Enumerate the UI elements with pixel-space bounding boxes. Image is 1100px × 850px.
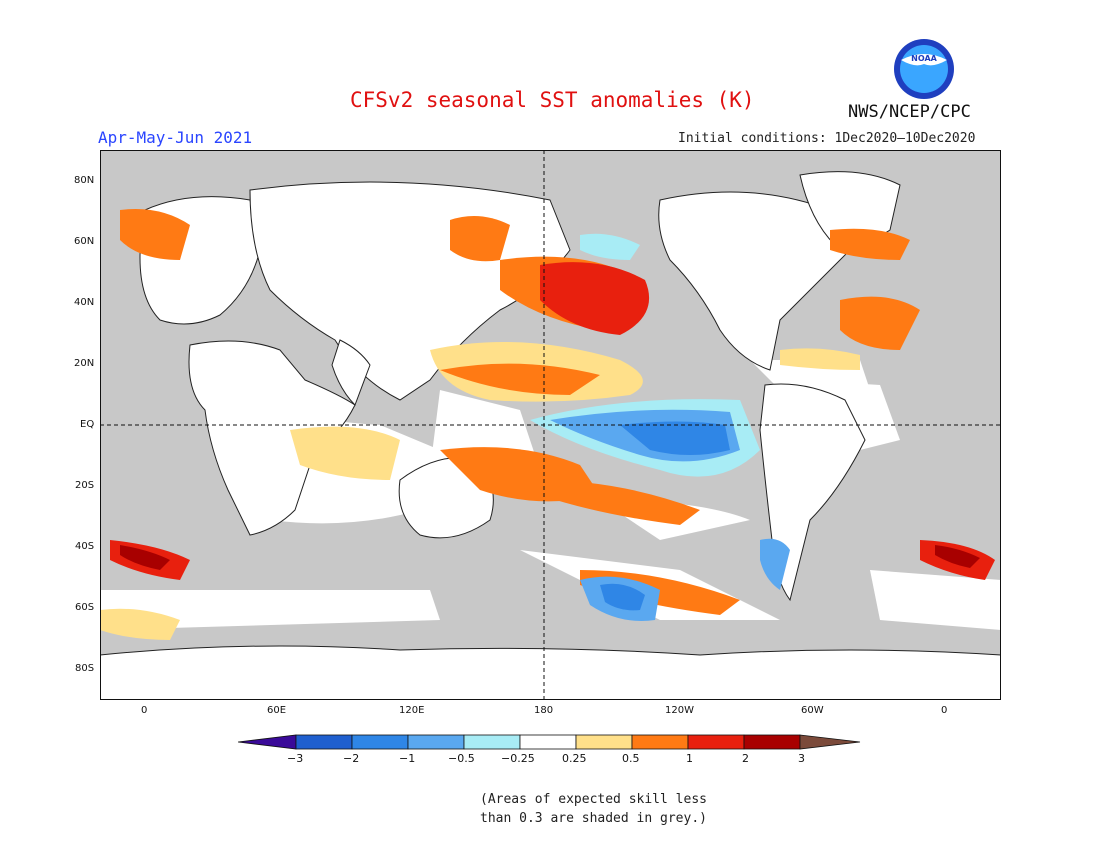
- colorbar-tick: −0.25: [501, 752, 535, 765]
- continent-north-america: [658, 191, 861, 371]
- colorbar-box-5: [519, 734, 577, 750]
- season-label: Apr-May-Jun 2021: [98, 128, 253, 147]
- colorbar-arrow-low: [238, 734, 297, 750]
- colorbar-tick: 1: [686, 752, 693, 765]
- colorbar-tick: 0.5: [622, 752, 640, 765]
- antarctica: [100, 645, 1001, 700]
- warm-anomaly-regions: [100, 209, 995, 640]
- colorbar-tick: −0.5: [448, 752, 475, 765]
- colorbar: [238, 734, 861, 750]
- colorbar-arrow-high: [799, 734, 861, 750]
- lon-label-60w: 60W: [801, 705, 824, 716]
- lon-label-0-east: 0: [941, 705, 948, 716]
- logo-bird: [901, 54, 947, 66]
- skill-note-line-1: (Areas of expected skill less: [480, 792, 707, 807]
- lon-label-0-west: 0: [141, 705, 148, 716]
- map-title: CFSv2 seasonal SST anomalies (K): [350, 88, 755, 112]
- lat-label-80n: 80N: [74, 175, 95, 186]
- colorbar-tick: 0.25: [562, 752, 587, 765]
- cool-anomaly-regions: [530, 233, 790, 621]
- lon-label-120e: 120E: [399, 705, 425, 716]
- continent-africa: [188, 340, 356, 536]
- skill-note-line-2: than 0.3 are shaded in grey.): [480, 811, 707, 826]
- lat-label-20s: 20S: [75, 480, 95, 491]
- colorbar-box-6: [575, 734, 633, 750]
- colorbar-box-2: [351, 734, 409, 750]
- colorbar-box-4: [463, 734, 521, 750]
- colorbar-tick: 2: [742, 752, 749, 765]
- colorbar-tick: −2: [343, 752, 360, 765]
- agency-label: NWS/NCEP/CPC: [848, 102, 971, 122]
- sst-anomaly-map: [100, 150, 1001, 700]
- lat-label-80s: 80S: [75, 663, 95, 674]
- lat-label-40n: 40N: [74, 297, 95, 308]
- initial-conditions-label: Initial conditions: 1Dec2020–10Dec2020: [678, 131, 976, 146]
- lon-label-120w: 120W: [665, 705, 694, 716]
- colorbar-box-1: [295, 734, 353, 750]
- colorbar-tick: −1: [399, 752, 416, 765]
- lon-label-180: 180: [534, 705, 554, 716]
- colorbar-box-3: [407, 734, 465, 750]
- lat-label-60n: 60N: [74, 236, 95, 247]
- colorbar-tick: 3: [798, 752, 805, 765]
- lat-label-40s: 40S: [75, 541, 95, 552]
- logo-inner-disc: [900, 45, 948, 93]
- lat-label-60s: 60S: [75, 602, 95, 613]
- lon-label-60e: 60E: [267, 705, 287, 716]
- lat-label-20n: 20N: [74, 358, 95, 369]
- land-masses: [100, 171, 1001, 700]
- colorbar-tick: −3: [287, 752, 304, 765]
- colorbar-box-7: [631, 734, 689, 750]
- logo-text: NOAA: [911, 54, 937, 63]
- continent-india: [331, 339, 371, 406]
- colorbar-box-9: [743, 734, 801, 750]
- lat-label-eq: EQ: [80, 419, 95, 430]
- colorbar-box-8: [687, 734, 745, 750]
- noaa-logo: NOAA: [894, 39, 954, 99]
